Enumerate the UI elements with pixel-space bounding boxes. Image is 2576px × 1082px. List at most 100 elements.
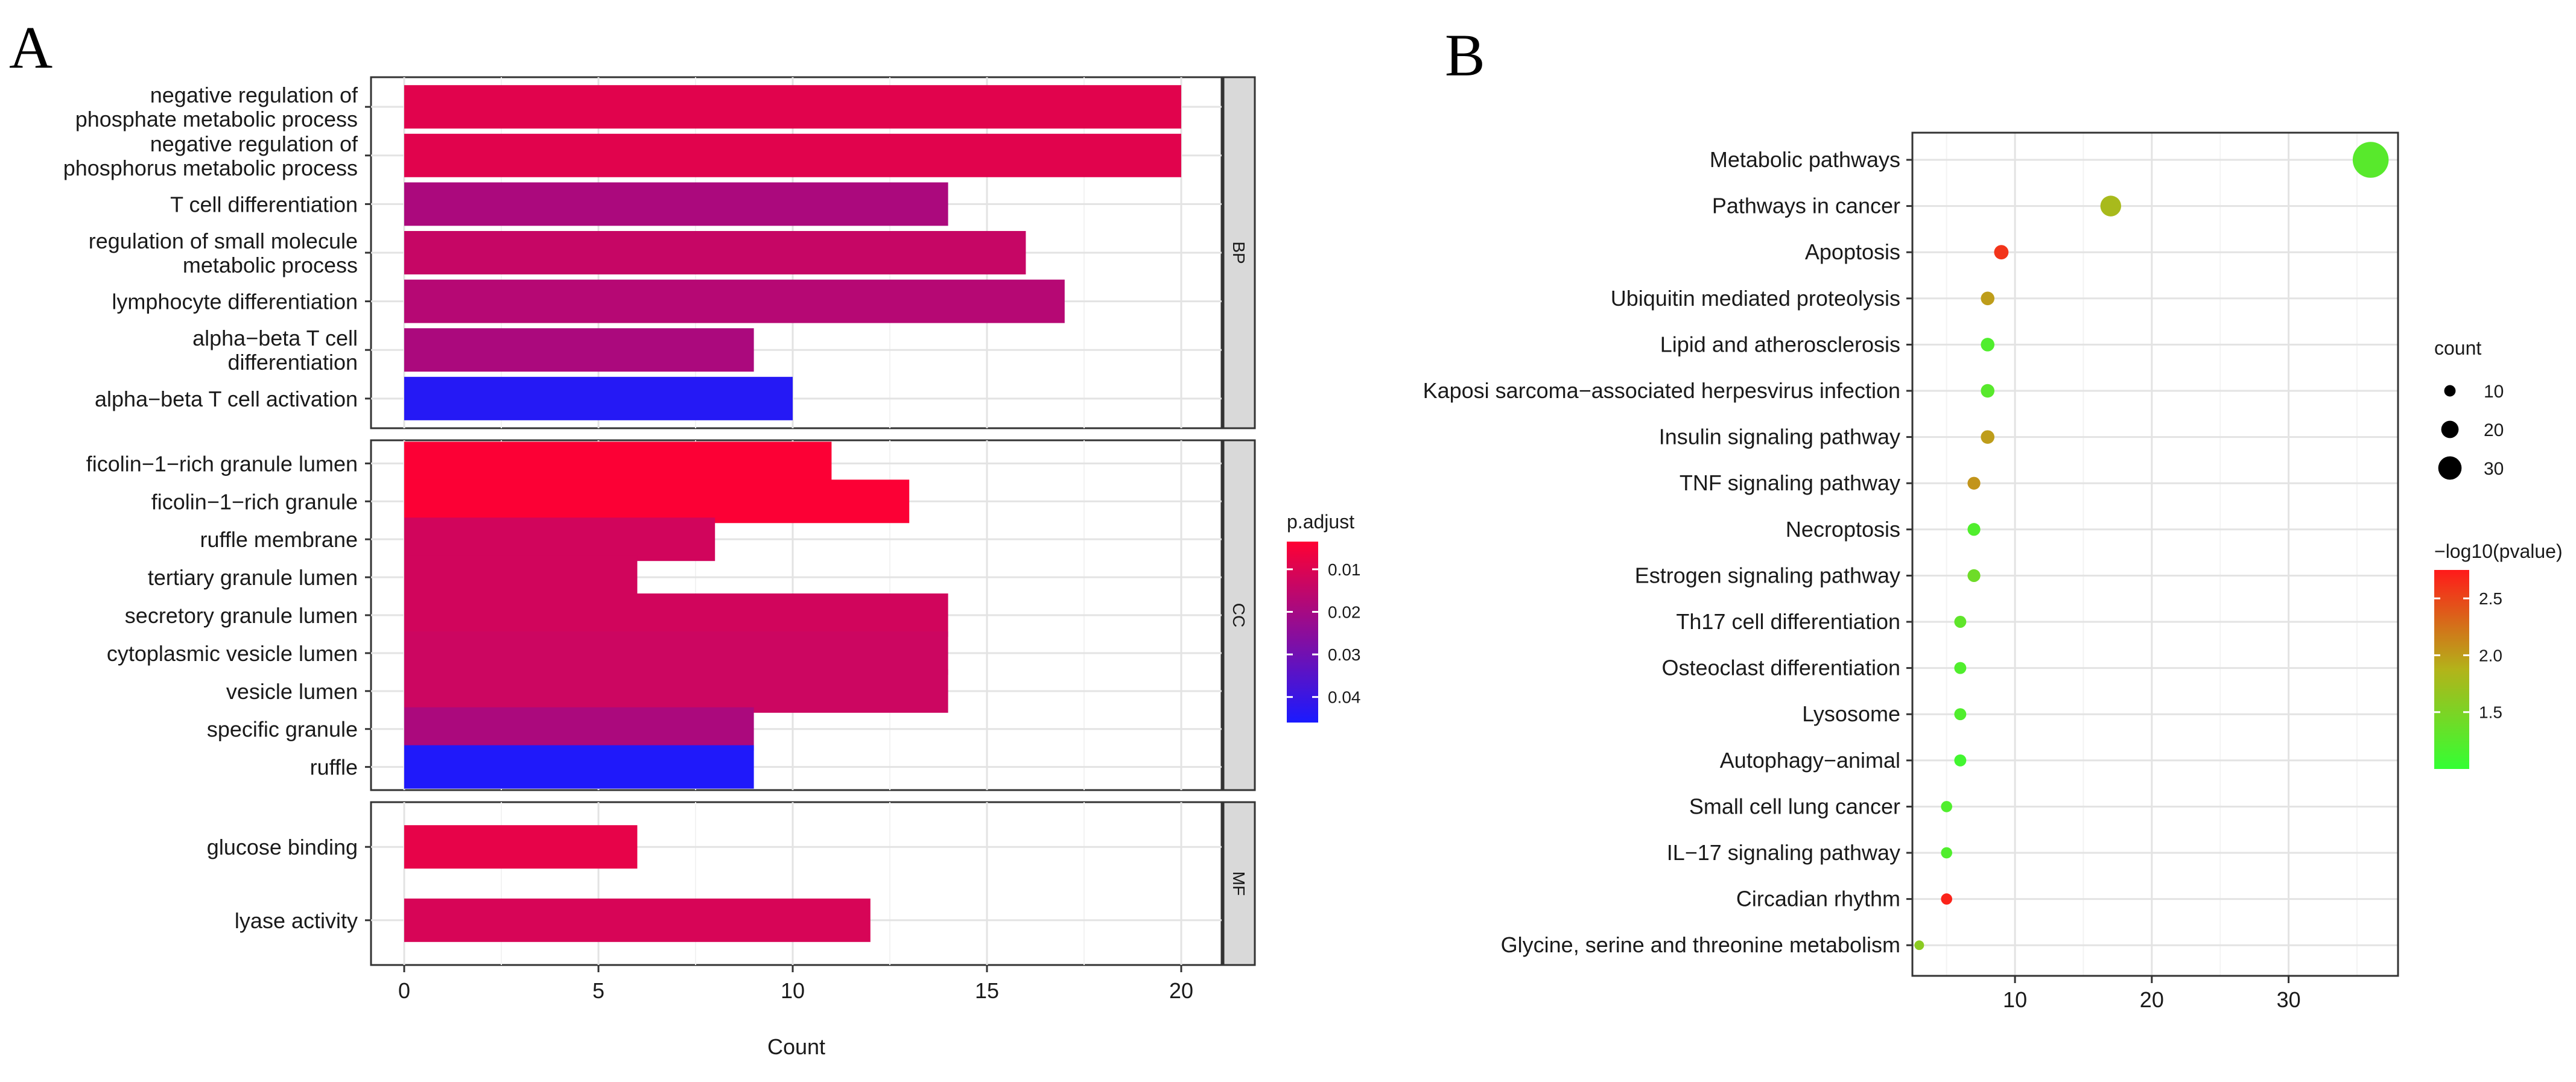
size-legend-label: 10 [2484, 382, 2504, 402]
bar-specific-granule [404, 707, 754, 751]
bar-ficolin-1-rich-granule-lumen [404, 441, 832, 486]
point-tnf-signaling-pathway [1967, 476, 1981, 490]
size-legend-key [2438, 456, 2462, 480]
bar-label-negative-regulation-of-phosphorus-metabolic-process: negative regulation of phosphorus metabol… [63, 131, 358, 180]
bar-label-negative-regulation-of-phosphate-metabolic-process: negative regulation of phosphate metaboli… [75, 83, 358, 131]
colorbar-tick-label: 2.5 [2479, 589, 2502, 608]
bar-label-alpha-beta-t-cell-differentiation: alpha−beta T cell differentiation [192, 326, 358, 375]
size-legend-label: 20 [2484, 420, 2504, 440]
point-circadian-rhythm [1941, 893, 1952, 905]
plot-border [1911, 131, 2399, 977]
point-lipid-and-atherosclerosis [1981, 338, 1994, 352]
pvalue-color-legend: −log10(pvalue) 1.5 2.0 2.5 [2434, 540, 2563, 769]
x-tick-label: 20 [1169, 978, 1193, 1003]
facet-mf: glucose binding lyase activity MF [207, 801, 1256, 966]
point-necroptosis [1967, 523, 1981, 536]
bar-vesicle-lumen [404, 669, 948, 713]
bar-label-vesicle-lumen: vesicle lumen [226, 679, 358, 704]
x-tick-label: 0 [398, 978, 410, 1003]
bar-label-ruffle: ruffle [310, 755, 358, 780]
panel-letter-a: A [9, 14, 52, 81]
bar-regulation-of-small-molecule-metabolic-process [404, 231, 1026, 274]
bar-label-lyase-activity: lyase activity [235, 908, 358, 933]
facet-cc: ficolin−1−rich granule lumen ficolin−1−ri… [86, 439, 1256, 791]
pathway-label-autophagy-animal: Autophagy−animal [1720, 748, 1900, 773]
facet-strip-label: BP [1229, 241, 1248, 264]
point-ubiquitin-mediated-proteolysis [1981, 291, 1994, 306]
bar-label-alpha-beta-t-cell-activation: alpha−beta T cell activation [95, 387, 358, 411]
x-tick-label: 5 [592, 978, 604, 1003]
bar-cytoplasmic-vesicle-lumen [404, 631, 948, 675]
x-tick-label: 10 [781, 978, 805, 1003]
bar-negative-regulation-of-phosphorus-metabolic-process [404, 133, 1181, 177]
pathway-label-metabolic-pathways: Metabolic pathways [1710, 147, 1900, 172]
count-size-legend: count 10 20 30 [2434, 337, 2504, 480]
facet-strip-label: MF [1229, 872, 1248, 896]
color-legend-title: −log10(pvalue) [2434, 540, 2563, 562]
colorbar-tick-label: 0.02 [1328, 603, 1361, 621]
point-th17-cell-differentiation [1954, 616, 1967, 628]
x-axis-title: Count [767, 1034, 825, 1059]
bar-label-tertiary-granule-lumen: tertiary granule lumen [148, 565, 358, 590]
pathway-label-tnf-signaling-pathway: TNF signaling pathway [1680, 470, 1900, 495]
point-estrogen-signaling-pathway [1967, 569, 1981, 583]
bar-label-glucose-binding: glucose binding [207, 835, 358, 859]
point-il-17-signaling-pathway [1941, 847, 1952, 859]
bar-t-cell-differentiation [404, 182, 948, 226]
pathway-label-th17-cell-differentiation: Th17 cell differentiation [1676, 609, 1900, 634]
legend-title: p.adjust [1287, 511, 1354, 533]
bar-label-lymphocyte-differentiation: lymphocyte differentiation [112, 289, 358, 314]
plot-background [1912, 133, 2398, 976]
facet-strip [1222, 76, 1256, 429]
x-tick-label: 10 [2003, 987, 2027, 1012]
bar-label-cytoplasmic-vesicle-lumen: cytoplasmic vesicle lumen [107, 641, 358, 666]
colorbar-tick-label: 1.5 [2479, 703, 2502, 722]
bar-label-regulation-of-small-molecule-metabolic-process: regulation of small molecule metabolic pr… [89, 229, 358, 277]
bar-label-ficolin-1-rich-granule-lumen: ficolin−1−rich granule lumen [86, 451, 358, 476]
pathway-label-estrogen-signaling-pathway: Estrogen signaling pathway [1635, 563, 1900, 587]
pathway-label-circadian-rhythm: Circadian rhythm [1736, 887, 1900, 911]
point-glycine-serine-and-threonine-metabolism [1914, 940, 1924, 951]
facet-strip-label: CC [1229, 603, 1248, 627]
kegg-enrichment-dot-plot: Metabolic pathways Pathways in cancer Apop… [1423, 131, 2563, 1012]
bar-ruffle-membrane [404, 517, 715, 562]
x-tick-label: 15 [975, 978, 999, 1003]
point-lysosome [1954, 708, 1967, 721]
facet-strip [1222, 439, 1256, 791]
p-adjust-legend: p.adjust 0.01 0.02 0.03 0.04 [1287, 511, 1361, 723]
colorbar-tick-label: 2.0 [2479, 646, 2502, 665]
point-pathways-in-cancer [2100, 195, 2122, 217]
pathway-label-pathways-in-cancer: Pathways in cancer [1712, 194, 1900, 218]
bar-lymphocyte-differentiation [404, 279, 1065, 323]
pathway-label-glycine-serine-and-threonine-metabolism: Glycine, serine and threonine metabolism [1501, 932, 1900, 957]
bar-tertiary-granule-lumen [404, 555, 638, 600]
bar-ruffle [404, 745, 754, 789]
pathway-label-lipid-and-atherosclerosis: Lipid and atherosclerosis [1660, 332, 1900, 356]
point-metabolic-pathways [2352, 142, 2389, 178]
point-autophagy-animal [1954, 754, 1967, 767]
bar-negative-regulation-of-phosphate-metabolic-process [404, 85, 1181, 129]
colorbar-tick-label: 0.01 [1328, 560, 1361, 579]
bar-secretory-granule-lumen [404, 593, 948, 637]
colorbar-tick-label: 0.04 [1328, 688, 1361, 707]
pathway-label-necroptosis: Necroptosis [1786, 517, 1900, 542]
pathway-label-kaposi-sarcoma-associated-herpesvirus-infection: Kaposi sarcoma−associated herpesvirus in… [1423, 378, 1900, 403]
pathway-label-il-17-signaling-pathway: IL−17 signaling pathway [1667, 840, 1900, 865]
point-kaposi-sarcoma-associated-herpesvirus-infection [1981, 384, 1994, 398]
point-small-cell-lung-cancer [1941, 801, 1952, 812]
bar-alpha-beta-t-cell-activation [404, 376, 793, 420]
pathway-label-insulin-signaling-pathway: Insulin signaling pathway [1659, 425, 1900, 449]
panel-letter-b: B [1445, 22, 1485, 89]
pathway-label-osteoclast-differentiation: Osteoclast differentiation [1661, 656, 1900, 680]
x-tick-label: 20 [2140, 987, 2164, 1012]
go-enrichment-bar-chart: negative regulation of phosphate metaboli… [63, 76, 1361, 1059]
bar-alpha-beta-t-cell-differentiation [404, 328, 754, 372]
point-apoptosis [1994, 245, 2009, 260]
bar-ficolin-1-rich-granule [404, 479, 910, 524]
colorbar [2434, 570, 2469, 769]
point-insulin-signaling-pathway [1981, 430, 1994, 444]
bar-label-specific-granule: specific granule [207, 717, 358, 742]
pathway-label-small-cell-lung-cancer: Small cell lung cancer [1689, 794, 1900, 818]
pathway-label-lysosome: Lysosome [1802, 701, 1900, 726]
